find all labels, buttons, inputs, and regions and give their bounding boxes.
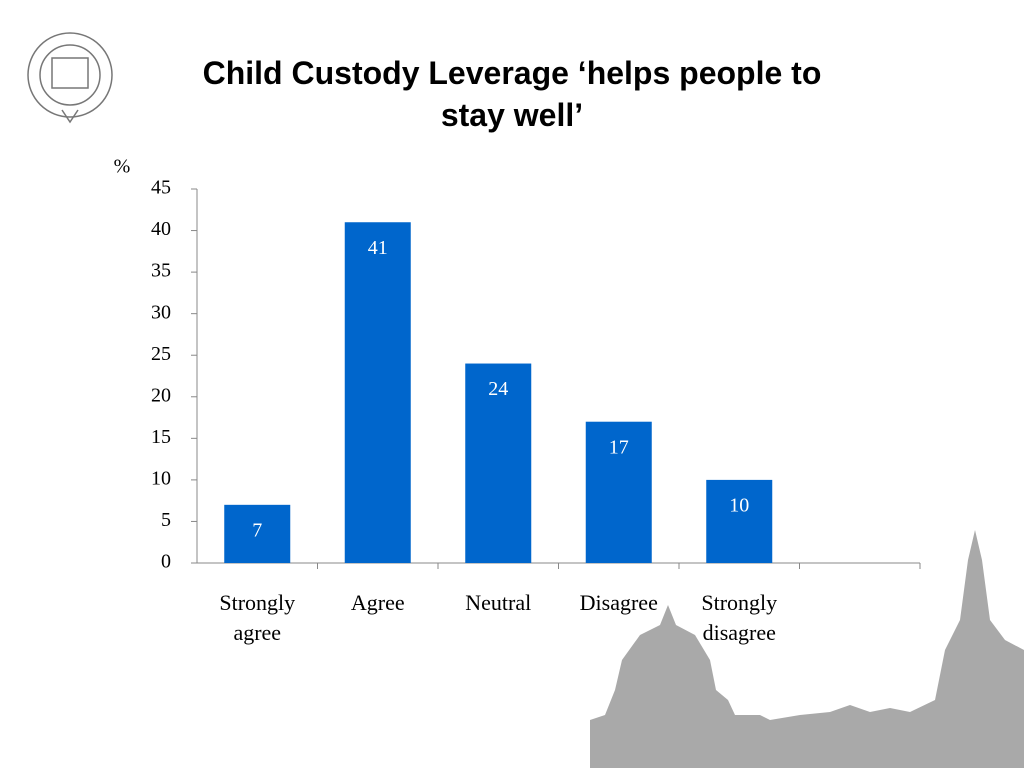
y-tick-label: 15 [151, 426, 171, 448]
bar [706, 479, 773, 563]
data-label: 17 [609, 436, 629, 458]
y-tick-label: 40 [151, 218, 171, 240]
y-tick-label: 45 [151, 177, 171, 199]
bar [465, 363, 532, 563]
y-axis-label: % [114, 156, 131, 178]
y-tick-label: 30 [151, 301, 171, 323]
y-tick-label: 25 [151, 343, 171, 365]
x-tick-label: Strongly agree [219, 590, 296, 645]
bar [224, 504, 291, 563]
bar [585, 421, 652, 563]
data-label: 41 [368, 237, 388, 259]
y-tick-label: 20 [151, 384, 171, 406]
y-tick-label: 35 [151, 260, 171, 282]
chart-title: Child Custody Leverage ‘helps people to … [202, 55, 822, 133]
bar [344, 222, 411, 563]
y-tick-label: 0 [161, 551, 171, 573]
y-tick-label: 5 [161, 509, 171, 531]
x-tick-label: Agree [350, 590, 405, 615]
data-label: 24 [488, 378, 508, 400]
skyline [590, 530, 1024, 768]
data-label: 10 [729, 494, 749, 516]
x-tick-label: Neutral [465, 590, 532, 615]
oxford-logo [27, 32, 113, 124]
data-label: 7 [252, 519, 262, 541]
x-tick-label: Strongly disagree [701, 590, 778, 645]
x-tick-label: Disagree [579, 590, 658, 615]
y-tick-label: 10 [151, 467, 171, 489]
